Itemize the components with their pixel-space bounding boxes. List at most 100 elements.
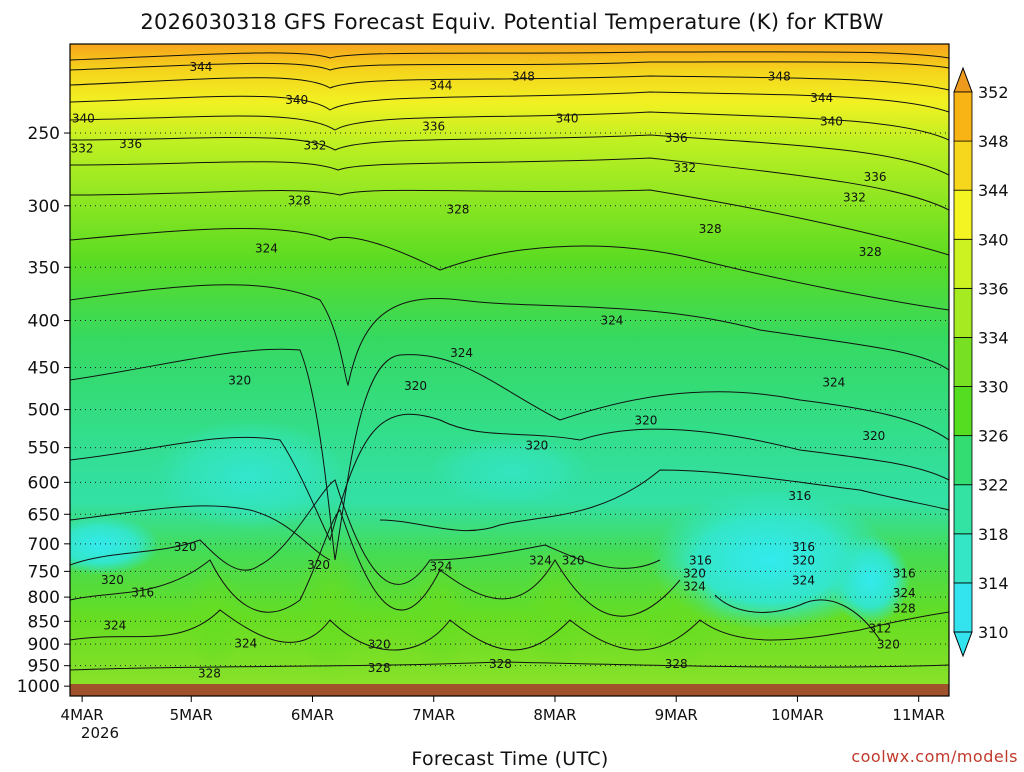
colorbar-segment: [953, 435, 973, 486]
contour-label: 324: [822, 375, 845, 389]
colorbar-top-arrow: [953, 66, 973, 93]
contour-label-text: 332: [71, 142, 94, 156]
credit-text: coolwx.com/models: [851, 747, 1018, 766]
y-tick-label: 350: [28, 258, 60, 278]
contour-label: 328: [489, 657, 512, 671]
colorbar-label: 310: [978, 623, 1009, 642]
y-tick-label: 950: [28, 657, 60, 677]
contour-label: 328: [368, 661, 391, 675]
colorbar-label: 334: [978, 328, 1009, 347]
x-tick-label: 10MAR: [771, 706, 824, 724]
plot-field: 344 344 348 348 344 340 340 340 340 336 336 336 336 3…: [70, 44, 949, 696]
contour-label-text: 328: [288, 193, 311, 207]
contour-label: 320: [862, 429, 885, 443]
colorbar-segment: [953, 337, 973, 387]
colorbar-segment: [953, 189, 973, 240]
colorbar-segment: [953, 238, 973, 289]
y-tick-label: 250: [28, 124, 60, 144]
contour-label: 348: [512, 70, 535, 84]
contour-label: 320: [562, 554, 585, 568]
colorbar-label: 318: [978, 525, 1009, 544]
x-tick-label: 11MAR: [892, 706, 945, 724]
contour-label-text: 332: [843, 191, 866, 205]
colorbar-label: 348: [978, 132, 1009, 151]
contour-label: 312: [868, 621, 891, 635]
colorbar-segment: [953, 582, 973, 633]
contour-label-text: 312: [868, 621, 891, 635]
contour-label-text: 320: [174, 540, 197, 554]
y-tick-label: 750: [28, 562, 60, 582]
y-tick-label: 800: [28, 588, 60, 608]
contour-label-text: 320: [792, 554, 815, 568]
contour-label-text: 340: [285, 93, 308, 107]
contour-label: 328: [288, 193, 311, 207]
contour-label: 336: [864, 170, 887, 184]
contour-label-text: 324: [683, 580, 706, 594]
contour-label-text: 320: [228, 374, 251, 388]
contour-label-text: 320: [307, 558, 330, 572]
contour-label: 324: [600, 314, 623, 328]
contour-label: 336: [665, 131, 688, 145]
x-tick-label: 6MAR: [291, 706, 334, 724]
y-tick-label: 600: [28, 473, 60, 493]
contour-label: 332: [843, 191, 866, 205]
contour-label-text: 324: [450, 346, 473, 360]
contour-label-text: 324: [529, 554, 552, 568]
contour-label-text: 336: [665, 131, 688, 145]
contour-label: 316: [689, 554, 712, 568]
contour-label-text: 324: [792, 573, 815, 587]
contour-label-text: 320: [101, 573, 124, 587]
colorbar-segment: [953, 91, 973, 142]
contour-labels: 344 344 348 348 344 340 340 340 340 336 336 336 336 3…: [71, 60, 916, 680]
contour-label: 332: [71, 142, 94, 156]
y-tick-label: 550: [28, 439, 60, 459]
contour-label-text: 340: [72, 111, 95, 125]
x-tick-label: 4MAR: [61, 706, 104, 724]
contour-label: 316: [788, 489, 811, 503]
contour-label: 320: [792, 554, 815, 568]
colorbar: 310 314 318 322 326 330 334 336 340 344 348 352: [953, 66, 1009, 658]
colorbar-bottom-arrow: [953, 631, 973, 658]
contour-label-text: 324: [255, 242, 278, 256]
contour-label: 344: [189, 60, 212, 74]
contour-label-text: 332: [673, 161, 696, 175]
contour-label-text: 320: [404, 379, 427, 393]
colorbar-label: 330: [978, 378, 1009, 397]
contour-label: 324: [792, 573, 815, 587]
contour-label: 336: [119, 137, 142, 151]
contour-label: 336: [422, 120, 445, 134]
contour-label: 320: [228, 374, 251, 388]
colorbar-label: 344: [978, 181, 1009, 200]
contour-label: 320: [683, 566, 706, 580]
contour-lines: [70, 51, 949, 671]
contour-label: 324: [103, 619, 126, 633]
contour-label-text: 340: [820, 115, 843, 129]
contour-label-text: 324: [893, 586, 916, 600]
contour-label-text: 336: [422, 120, 445, 134]
y-tick-label: 1000: [17, 677, 60, 697]
contour-label: 324: [450, 346, 473, 360]
colorbar-label: 322: [978, 476, 1009, 495]
contour-label: 344: [810, 91, 833, 105]
contour-label: 344: [430, 79, 453, 93]
colorbar-label: 352: [978, 83, 1009, 102]
contour-label: 324: [234, 637, 257, 651]
contour-label: 320: [634, 414, 657, 428]
contour-label-text: 328: [859, 245, 882, 259]
contour-label: 320: [368, 638, 391, 652]
contour-label-text: 328: [198, 667, 221, 681]
contour-label-text: 324: [430, 560, 453, 574]
x-tick-label: 9MAR: [655, 706, 698, 724]
contour-label: 348: [768, 70, 791, 84]
y-tick-label: 400: [28, 312, 60, 332]
colorbar-label: 314: [978, 574, 1009, 593]
contour-label: 328: [699, 222, 722, 236]
y-tick-label: 500: [28, 401, 60, 421]
x-tick-label: 8MAR: [533, 706, 576, 724]
contour-label: 320: [307, 558, 330, 572]
contour-label-text: 316: [788, 489, 811, 503]
contour-label: 320: [101, 573, 124, 587]
y-axis: 250 300 350 400 450 500 550 600 650 700 750 800 850 9…: [17, 124, 70, 697]
contour-label: 324: [430, 560, 453, 574]
contour-label-text: 316: [131, 586, 154, 600]
